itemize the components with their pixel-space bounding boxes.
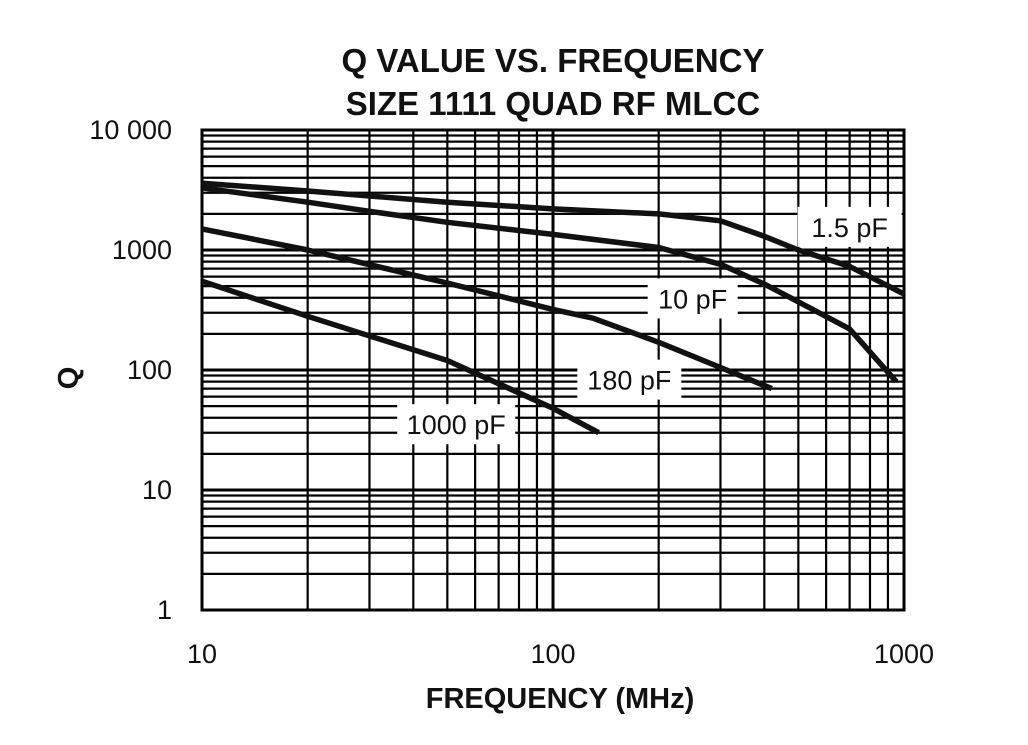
series-label-bg xyxy=(797,206,902,247)
x-tick-label: 10 xyxy=(187,639,217,669)
y-tick-labels: 1 10 100 1000 10 000 xyxy=(89,115,172,625)
series-label-bg xyxy=(397,404,516,445)
series-line xyxy=(201,226,773,392)
series-label-bg xyxy=(647,278,738,319)
series-label: 10 pF xyxy=(658,284,727,314)
series-label: 1.5 pF xyxy=(811,213,888,243)
series-line xyxy=(201,185,899,384)
x-tick-label: 1000 xyxy=(874,639,934,669)
x-tick-label: 100 xyxy=(530,639,575,669)
plot-frame xyxy=(200,128,906,612)
chart-title-line-2: SIZE 1111 QUAD RF MLCC xyxy=(346,85,760,122)
series-labels: 1.5 pF 10 pF 180 pF 1000 pF xyxy=(397,206,902,445)
series-lines xyxy=(201,180,906,436)
series-line xyxy=(201,180,906,297)
y-tick-label: 10 xyxy=(142,475,172,505)
x-axis-label: FREQUENCY (MHz) xyxy=(426,683,695,715)
y-tick-label: 10 000 xyxy=(89,115,172,145)
y-tick-label: 1 xyxy=(157,595,172,625)
chart-title-line-1: Q VALUE VS. FREQUENCY xyxy=(342,42,765,79)
series-label: 1000 pF xyxy=(407,410,506,440)
series-line xyxy=(201,278,600,436)
series-label: 180 pF xyxy=(587,366,671,396)
y-tick-label: 1000 xyxy=(112,235,172,265)
x-tick-labels: 10 100 1000 xyxy=(187,639,934,669)
series-label-bg xyxy=(577,359,682,400)
y-axis-label: Q xyxy=(53,367,85,390)
y-tick-label: 100 xyxy=(127,355,172,385)
